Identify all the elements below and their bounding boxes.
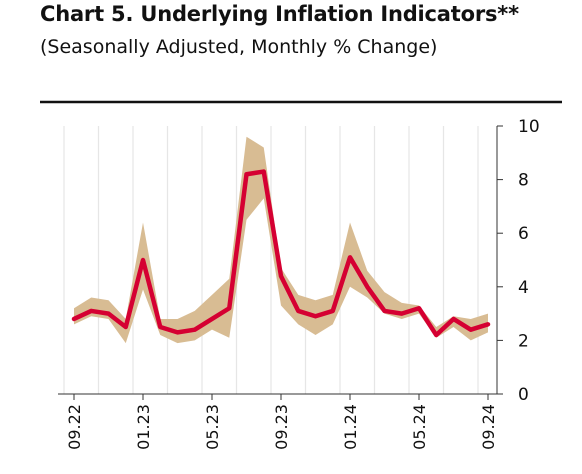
chart-subtitle: (Seasonally Adjusted, Monthly % Change)	[40, 36, 438, 58]
x-tick-label: 01.24	[341, 404, 360, 450]
x-tick-label: 01.23	[134, 404, 153, 450]
x-tick-label: 09.24	[479, 404, 498, 450]
x-tick-label: 05.24	[410, 404, 429, 450]
chart-title: Chart 5. Underlying Inflation Indicators…	[40, 2, 519, 26]
y-tick-labels: 0 2 4 6 8 10	[518, 117, 540, 405]
axes-group	[58, 125, 503, 400]
x-tick-label: 09.23	[272, 404, 291, 450]
grid-lines	[63, 126, 479, 394]
y-tick-label: 4	[518, 278, 529, 298]
range-band	[74, 136, 488, 344]
range-band-group	[74, 136, 488, 344]
y-tick-label: 10	[518, 117, 540, 137]
x-tick-label: 05.23	[203, 404, 222, 450]
series-line-group	[71, 169, 491, 338]
y-tick-label: 2	[518, 331, 529, 351]
y-tick-label: 0	[518, 385, 529, 405]
y-tick-label: 8	[518, 171, 529, 191]
y-tick-label: 6	[518, 224, 529, 244]
x-tick-label: 09.22	[65, 404, 84, 450]
x-tick-labels: 09.22 01.23 05.23 09.23 01.24 05.24 09.24	[65, 404, 498, 450]
